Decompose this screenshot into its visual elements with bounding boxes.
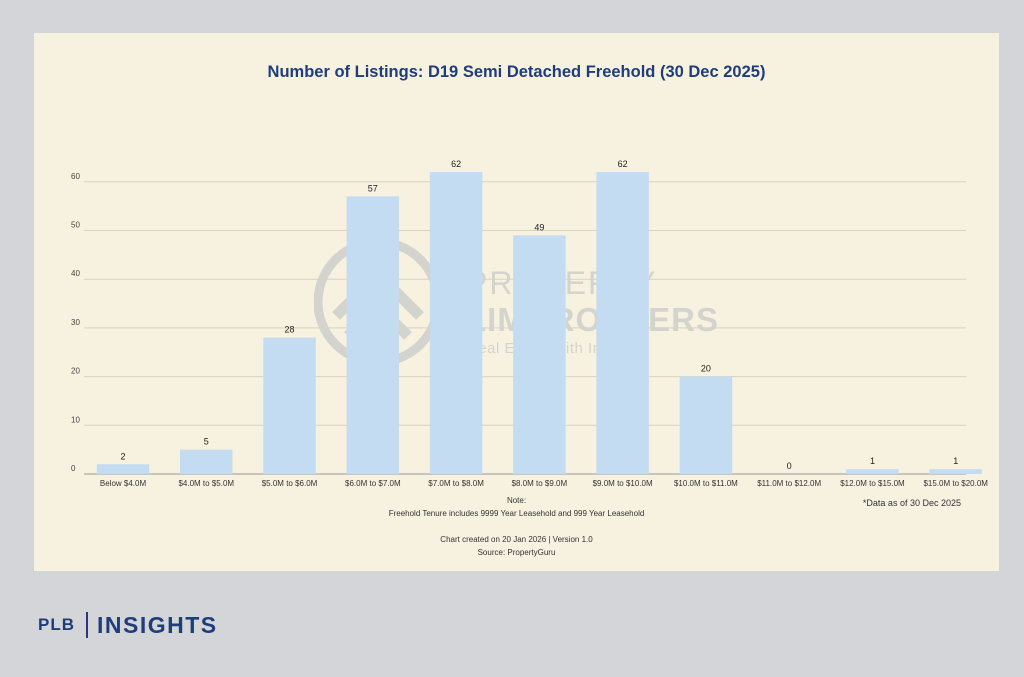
x-tick-label: $5.0M to $6.0M	[262, 479, 318, 488]
x-tick-label: $9.0M to $10.0M	[593, 479, 653, 488]
chart-created-text: Chart created on 20 Jan 2026 | Version 1…	[440, 535, 593, 544]
data-label: 20	[701, 364, 711, 374]
x-tick-label: $11.0M to $12.0M	[757, 479, 821, 488]
data-label: 57	[368, 183, 378, 193]
x-tick-label: $7.0M to $8.0M	[428, 479, 484, 488]
x-tick-label: $6.0M to $7.0M	[345, 479, 401, 488]
bar	[679, 376, 733, 474]
y-tick-label: 10	[71, 415, 80, 424]
data-label: 28	[285, 325, 295, 335]
source-text: Source: PropertyGuru	[477, 548, 556, 557]
x-tick-label: $4.0M to $5.0M	[178, 479, 234, 488]
y-tick-label: 20	[71, 367, 80, 376]
y-tick-label: 0	[71, 464, 76, 473]
plb-insights-logo: PLB INSIGHTS	[38, 611, 218, 639]
bar	[263, 337, 316, 474]
data-label: 62	[618, 159, 628, 169]
bar	[429, 172, 483, 474]
note-heading: Note:	[506, 496, 527, 505]
y-tick-label: 60	[71, 172, 80, 181]
note-text: Freehold Tenure includes 9999 Year Lease…	[388, 509, 645, 518]
x-tick-label: $12.0M to $15.0M	[840, 479, 905, 488]
chart-title: Number of Listings: D19 Semi Detached Fr…	[267, 63, 766, 81]
data-label: 1	[870, 456, 875, 466]
y-tick-label: 50	[71, 221, 80, 230]
x-tick-label: $15.0M to $20.0M	[923, 479, 988, 488]
x-tick-label: $10.0M to $11.0M	[674, 479, 738, 488]
bar	[846, 469, 899, 474]
brand-separator	[86, 612, 88, 638]
bar	[346, 196, 400, 474]
data-label: 49	[534, 222, 544, 232]
chart-card: Number of Listings: D19 Semi Detached Fr…	[34, 33, 999, 571]
brand-insights: INSIGHTS	[97, 611, 218, 638]
bar	[513, 235, 566, 474]
bar	[596, 172, 649, 474]
data-label: 5	[204, 437, 209, 447]
data-as-of-footnote: *Data as of 30 Dec 2025	[862, 498, 961, 508]
brand-plb: PLB	[38, 615, 75, 634]
watermark-line2: LIMBROTHERS	[466, 301, 719, 338]
data-label: 0	[787, 461, 792, 471]
bar	[96, 464, 150, 474]
bar	[929, 469, 982, 474]
y-tick-label: 40	[71, 269, 80, 278]
x-tick-label: Below $4.0M	[100, 479, 147, 488]
data-label: 1	[953, 456, 958, 466]
bar	[180, 449, 233, 474]
data-label: 62	[451, 159, 461, 169]
x-tick-label: $8.0M to $9.0M	[512, 479, 568, 488]
data-label: 2	[120, 451, 125, 461]
y-tick-label: 30	[71, 318, 80, 327]
